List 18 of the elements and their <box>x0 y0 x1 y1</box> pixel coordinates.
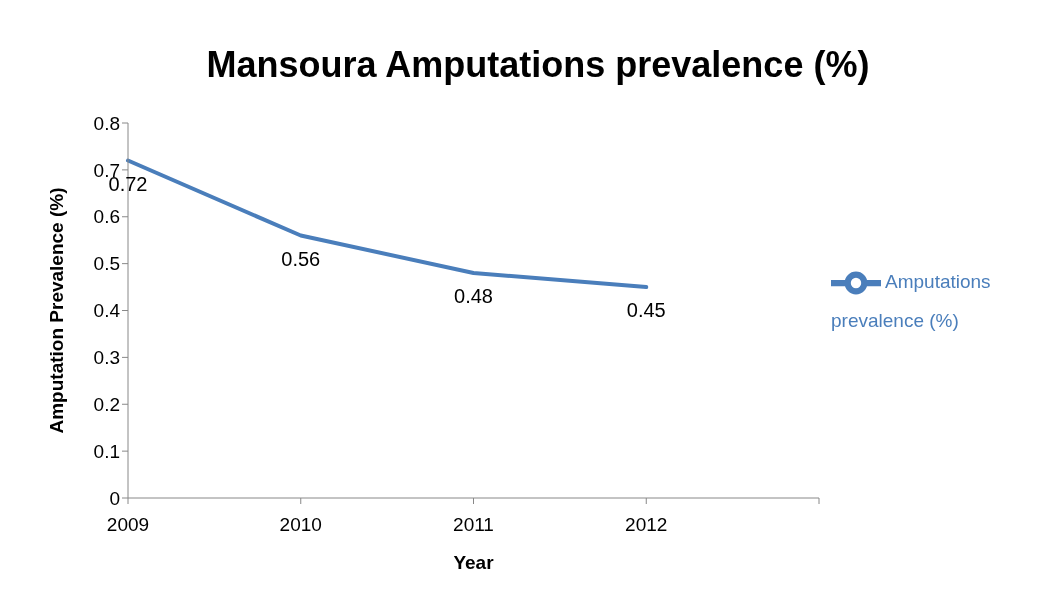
x-axis-title: Year <box>453 552 495 573</box>
y-axis-title: Amputation Prevalence (%) <box>45 187 67 434</box>
y-tick-label: 0.6 <box>93 206 120 228</box>
x-tick-label: 2012 <box>625 514 668 536</box>
x-tick-label: 2011 <box>453 514 494 536</box>
y-tick-label: 0.5 <box>93 253 120 275</box>
x-tick-label: 2009 <box>106 514 150 536</box>
data-label: 0.56 <box>281 247 321 270</box>
y-tick-label: 0.4 <box>93 300 121 322</box>
y-tick-label: 0.8 <box>93 112 120 134</box>
data-label: 0.45 <box>626 299 666 322</box>
data-label: 0.48 <box>454 285 493 308</box>
y-tick-label: 0.1 <box>93 440 120 462</box>
x-tick-label: 2010 <box>279 514 322 536</box>
y-tick-label: 0 <box>109 487 120 509</box>
chart-title: Mansoura Amputations prevalence (%) <box>205 44 871 86</box>
y-tick-label: 0.3 <box>93 347 120 369</box>
y-tick-label: 0.2 <box>93 393 120 415</box>
